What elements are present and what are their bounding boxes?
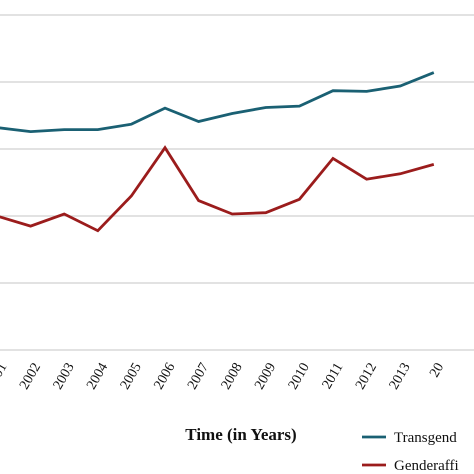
x-tick-label: 2011 (320, 361, 347, 392)
x-tick-label: 2013 (387, 361, 414, 393)
x-tick-label: 2004 (84, 361, 111, 393)
x-tick-label: 2007 (185, 361, 212, 393)
series-line-genderaffirming (0, 145, 435, 233)
series-lines (0, 71, 435, 233)
x-tick-label: 2005 (118, 361, 145, 393)
series-line-transgender (0, 71, 435, 134)
gridlines (0, 14, 474, 351)
x-tick-label: 2003 (51, 361, 78, 393)
x-tick-label: 20 (427, 361, 447, 381)
x-tick-label: 2008 (219, 361, 246, 393)
x-axis-title: Time (in Years) (185, 425, 296, 444)
x-tick-label: 2010 (286, 361, 313, 393)
legend-label: Genderaffi (394, 458, 459, 474)
x-tick-labels: 2001 2002 2003 2004 2005 2006 2007 2008 2009 2010… (0, 361, 447, 393)
x-tick-label: 2006 (151, 361, 178, 393)
x-tick-label: 2002 (17, 361, 44, 393)
legend: Transgend Genderaffi (362, 430, 459, 474)
x-tick-label: 2009 (252, 361, 279, 393)
x-tick-label: 2001 (0, 361, 10, 393)
x-tick-label: 2012 (353, 361, 380, 393)
legend-label: Transgend (394, 430, 457, 446)
